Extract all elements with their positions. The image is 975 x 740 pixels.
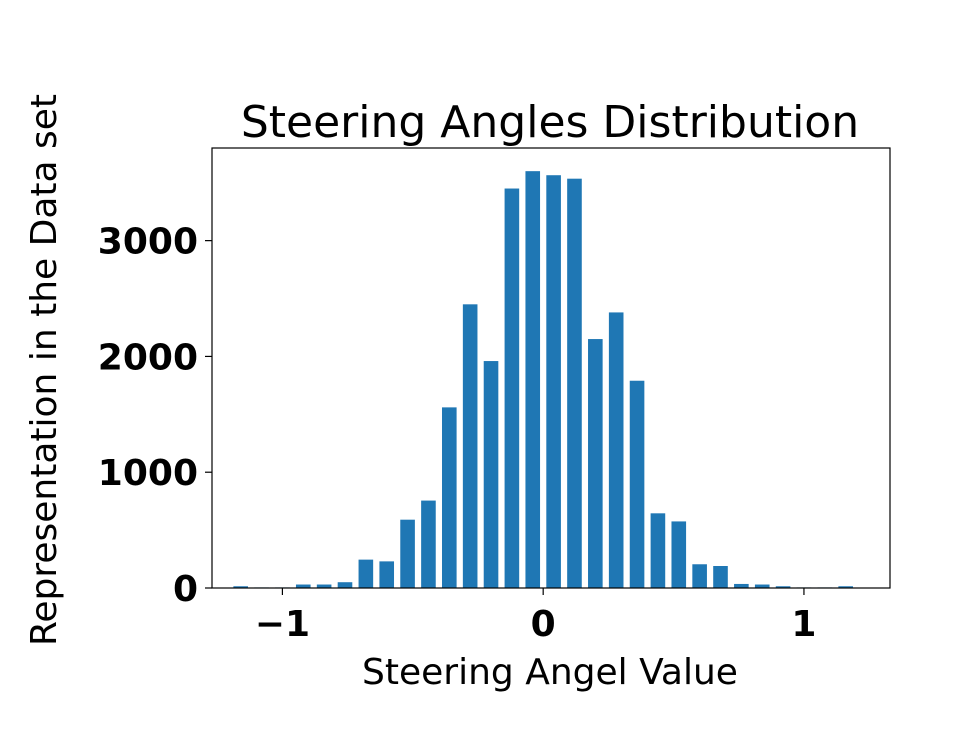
bar-10 bbox=[441, 407, 457, 588]
x-axis: −1 0 1 bbox=[255, 588, 816, 645]
x-tick-label-1: 0 bbox=[531, 604, 556, 645]
bar-4 bbox=[316, 584, 332, 588]
y-tick-label-3: 3000 bbox=[98, 222, 198, 263]
bar-11 bbox=[462, 304, 478, 588]
bar-29 bbox=[838, 586, 853, 588]
bar-20 bbox=[650, 513, 666, 588]
y-tick-label-2: 2000 bbox=[98, 337, 198, 378]
bar-19 bbox=[629, 380, 645, 588]
bar-26 bbox=[775, 586, 791, 588]
chart-title: Steering Angles Distribution bbox=[241, 97, 859, 148]
y-axis: 0 1000 2000 3000 bbox=[98, 222, 212, 610]
bar-3 bbox=[295, 584, 311, 588]
bar-23 bbox=[713, 566, 728, 588]
bar-18 bbox=[608, 312, 624, 588]
y-axis-label: Representation in the Data set bbox=[24, 94, 65, 646]
x-tick-label-0: −1 bbox=[255, 604, 310, 645]
x-tick-label-2: 1 bbox=[791, 604, 816, 645]
bar-24 bbox=[734, 583, 749, 588]
bar-25 bbox=[754, 584, 770, 588]
plot-frame bbox=[211, 147, 891, 589]
bar-16 bbox=[567, 178, 582, 588]
bar-12 bbox=[483, 361, 499, 588]
bar-0 bbox=[233, 586, 248, 588]
bar-6 bbox=[358, 559, 374, 588]
x-axis-label: Steering Angel Value bbox=[362, 652, 738, 693]
bar-7 bbox=[379, 561, 395, 588]
y-tick-label-0: 0 bbox=[173, 569, 198, 610]
y-tick-label-1: 1000 bbox=[98, 453, 198, 494]
bar-21 bbox=[671, 521, 687, 588]
bar-22 bbox=[692, 564, 707, 588]
bar-14 bbox=[525, 171, 541, 588]
bar-9 bbox=[421, 500, 436, 588]
bar-15 bbox=[546, 175, 561, 589]
bar-8 bbox=[400, 519, 415, 588]
bars-group bbox=[233, 171, 853, 589]
bar-17 bbox=[588, 339, 603, 588]
bar-5 bbox=[337, 582, 353, 588]
bar-13 bbox=[504, 188, 520, 589]
